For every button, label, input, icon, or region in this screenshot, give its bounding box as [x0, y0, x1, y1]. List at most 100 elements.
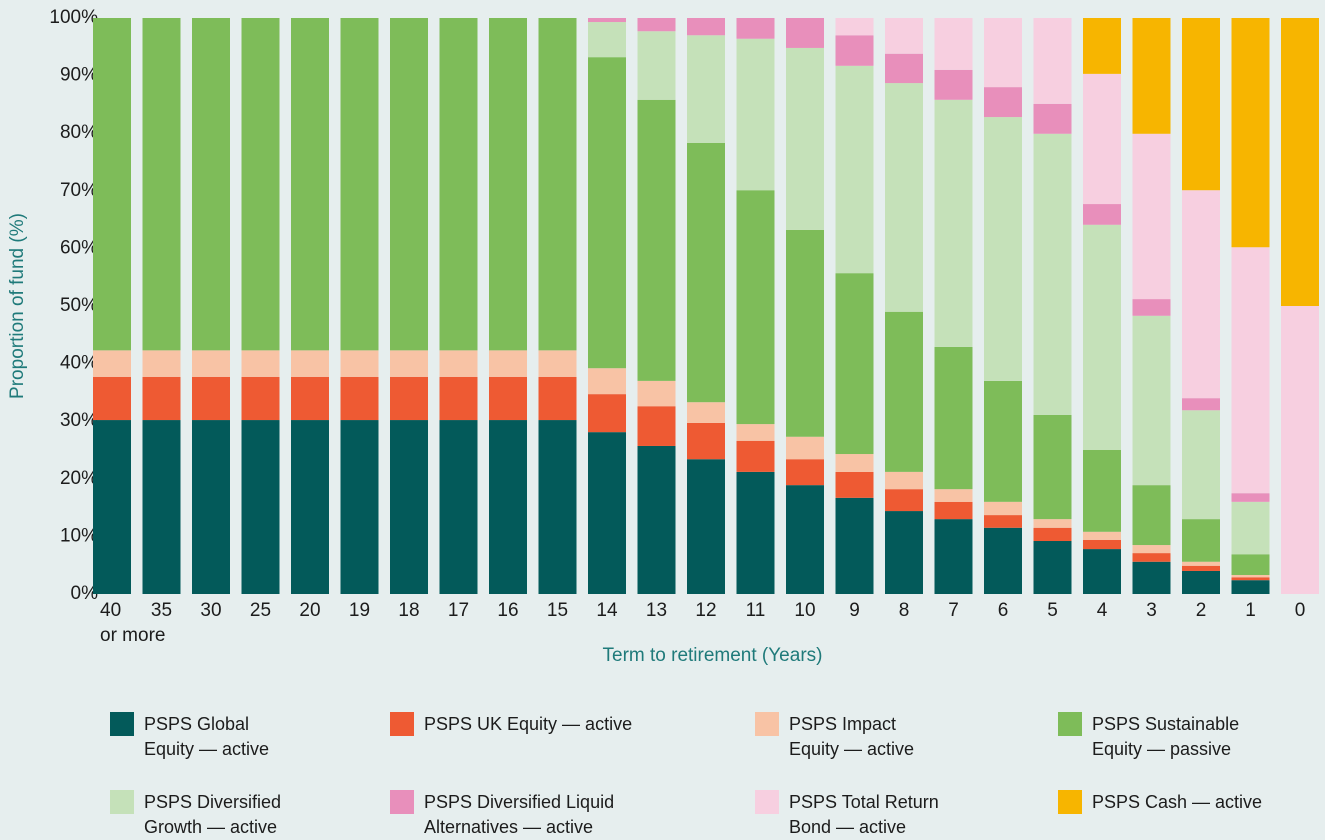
bar-segment: [142, 18, 181, 351]
bar-segment: [687, 18, 725, 36]
bar-segment: [984, 117, 1022, 381]
bar-segment: [835, 65, 874, 274]
bar-segment: [340, 420, 379, 594]
x-tick-label: 40 or more: [100, 600, 166, 646]
bar-segment: [93, 376, 131, 421]
y-tick-label: 80%: [60, 122, 98, 143]
bar-segment: [687, 35, 725, 143]
bar-segment: [93, 420, 131, 594]
x-tick-label: 10: [794, 600, 816, 621]
bar-segment: [1231, 554, 1270, 575]
bar-segment: [984, 501, 1022, 516]
bar-segment: [1231, 574, 1270, 578]
bar-segment: [1033, 527, 1072, 542]
bar-segment: [588, 394, 626, 433]
legend-label: PSPS Total Return Bond — active: [789, 792, 939, 837]
legend-label: PSPS Diversified Liquid Alternatives — a…: [424, 792, 615, 837]
bar-segment: [736, 38, 775, 191]
bar-segment: [786, 436, 824, 460]
bar-segment: [390, 18, 428, 351]
bar-segment: [637, 445, 676, 594]
bar-segment: [142, 420, 181, 594]
x-tick-label: 4: [1096, 600, 1108, 621]
bar-segment: [192, 18, 230, 351]
bar-segment: [637, 31, 676, 100]
y-tick-label: 30%: [60, 410, 98, 431]
bar-segment: [1182, 398, 1220, 411]
bar-segment: [390, 420, 428, 594]
bar-segment: [1083, 531, 1121, 540]
bar-segment: [736, 424, 775, 441]
bar-segment: [984, 18, 1022, 88]
legend-swatch: [755, 712, 779, 736]
x-tick-label: 30: [200, 600, 222, 621]
legend-swatch: [1058, 712, 1082, 736]
bar-segment: [1132, 485, 1171, 546]
bar-segment: [241, 376, 280, 421]
bar-segment: [538, 18, 577, 351]
bar-segment: [1182, 565, 1220, 571]
bar-segment: [1182, 570, 1220, 594]
x-tick-label: 3: [1146, 600, 1157, 621]
bar-segment: [934, 519, 973, 594]
bar-segment: [1182, 410, 1220, 520]
bar-segment: [934, 501, 973, 520]
bar-segment: [1033, 519, 1072, 528]
bar-segment: [934, 489, 973, 502]
x-tick-label: 7: [948, 600, 959, 621]
x-tick-label: 35: [150, 600, 173, 621]
bar-segment: [340, 376, 379, 421]
bar-segment: [835, 471, 874, 498]
bar-segment: [489, 350, 527, 377]
bar-segment: [1083, 204, 1121, 225]
bar-segment: [835, 18, 874, 36]
bar-segment: [489, 376, 527, 421]
x-tick-label: 13: [645, 600, 668, 621]
y-tick-label: 50%: [60, 295, 98, 316]
bar-segment: [687, 422, 725, 460]
bar-segment: [1231, 18, 1270, 248]
legend-item: PSPS Sustainable Equity — passive: [1058, 712, 1239, 762]
legend-swatch: [110, 790, 134, 814]
bar-segment: [439, 18, 478, 351]
bar-segment: [984, 515, 1022, 528]
bar-segment: [439, 420, 478, 594]
bar-segment: [786, 485, 824, 594]
x-tick-label: 25: [249, 600, 272, 621]
bar-segment: [637, 18, 676, 32]
bar-segment: [439, 350, 478, 377]
bar-segment: [1132, 553, 1171, 562]
bar-segment: [588, 57, 626, 369]
bar-segment: [1182, 190, 1220, 399]
bar-segment: [835, 497, 874, 594]
bar-segment: [291, 18, 329, 351]
bar-segment: [390, 376, 428, 421]
bar-segment: [1281, 306, 1319, 594]
bar-segment: [885, 53, 923, 84]
legend-item: PSPS UK Equity — active: [390, 712, 632, 737]
bar-segment: [1132, 133, 1171, 300]
bar-segment: [687, 459, 725, 594]
bar-segment: [687, 402, 725, 423]
legend-swatch: [390, 790, 414, 814]
bar-segment: [340, 350, 379, 377]
bar-segment: [1132, 18, 1171, 134]
x-tick-label: 2: [1195, 600, 1207, 621]
x-tick-label: 18: [398, 600, 420, 621]
legend-item: PSPS Diversified Growth — active: [110, 790, 281, 840]
x-tick-label: 0: [1294, 600, 1306, 621]
bar-segment: [192, 350, 230, 377]
bar-segment: [1033, 103, 1072, 134]
legend-item: PSPS Impact Equity — active: [755, 712, 914, 762]
bar-segment: [1083, 549, 1121, 594]
bar-segment: [1231, 577, 1270, 581]
bar-segment: [142, 350, 181, 377]
bar-segment: [786, 459, 824, 486]
x-tick-label: 16: [497, 600, 519, 621]
bar-segment: [885, 18, 923, 54]
bar-segment: [984, 87, 1022, 118]
bar-segment: [538, 350, 577, 377]
bar-segment: [241, 420, 280, 594]
